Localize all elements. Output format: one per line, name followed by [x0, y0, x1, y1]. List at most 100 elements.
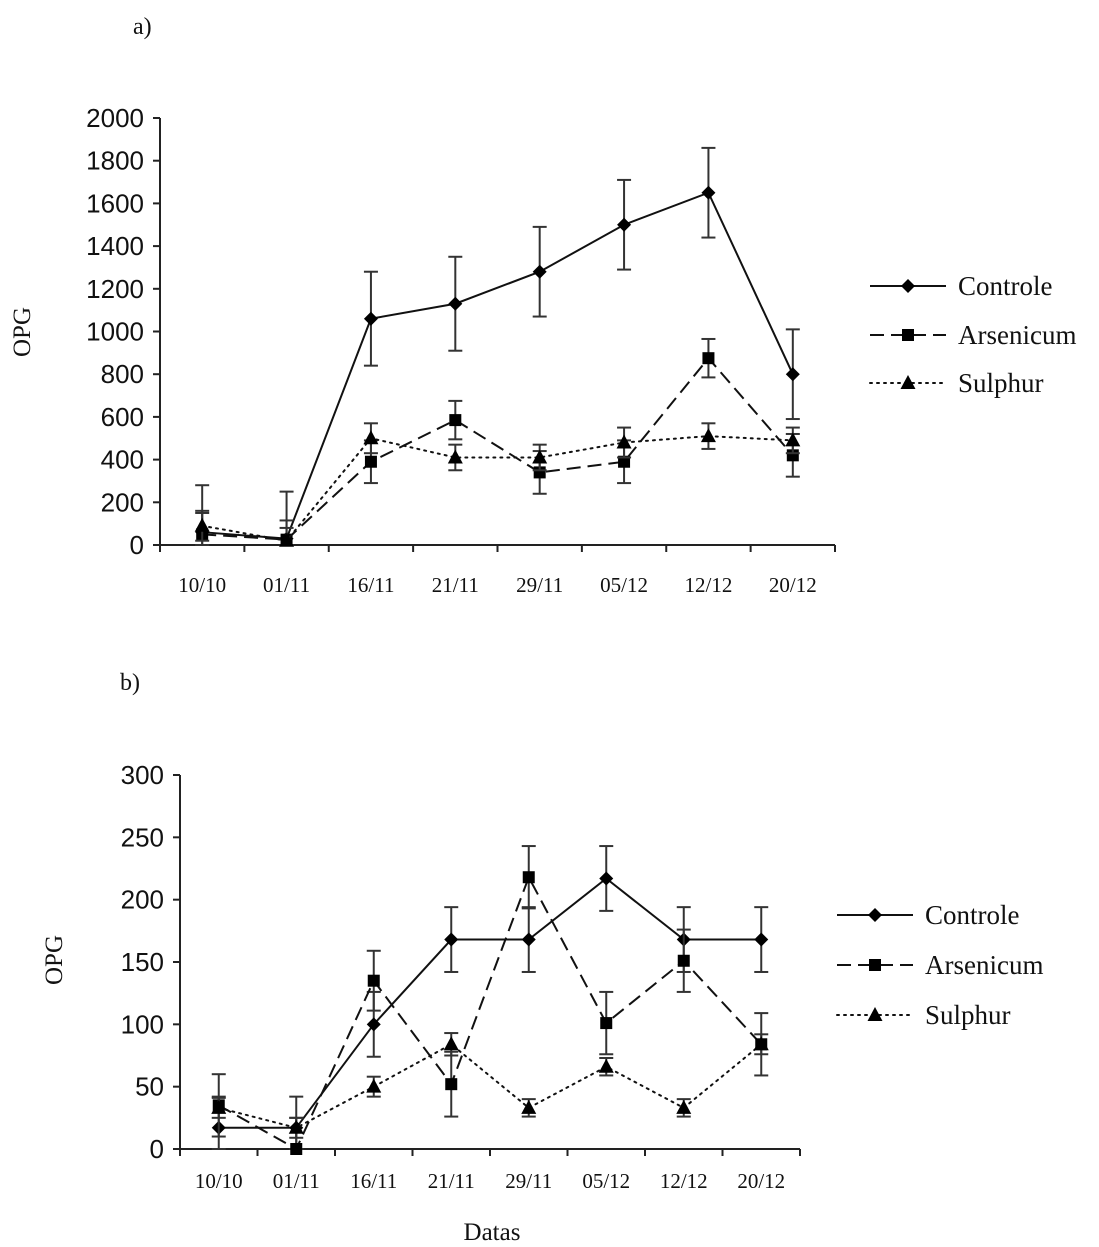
y-tick-label: 1800 [86, 146, 144, 176]
x-tick-label: 29/11 [505, 1169, 552, 1193]
series-line [218, 877, 762, 1129]
legend-marker [867, 1007, 883, 1021]
y-tick-label: 200 [121, 885, 164, 915]
y-tick-label: 1200 [86, 274, 144, 304]
x-tick-label: 20/12 [769, 573, 817, 597]
legend-entry-sulphur: Sulphur [869, 368, 1044, 398]
x-tick-label: 01/11 [273, 1169, 320, 1193]
series-line [202, 191, 794, 540]
data-point [677, 954, 690, 967]
legend-marker [868, 908, 882, 922]
data-point [445, 1078, 458, 1091]
data-point [785, 432, 801, 447]
chart-panel-b: b) OPG Datas 0 50 100 150 200 250 300 10/10 01/11 16… [41, 670, 1043, 1246]
data-point [754, 932, 769, 947]
y-tick-label: 1000 [86, 317, 144, 347]
legend-label: Arsenicum [958, 320, 1076, 350]
x-tick-label: 12/12 [685, 573, 733, 597]
data-point [617, 217, 632, 232]
legend-label: Arsenicum [925, 950, 1043, 980]
y-tick-label: 800 [101, 359, 144, 389]
data-point [443, 1036, 459, 1051]
y-tick-label: 250 [121, 822, 164, 852]
data-point [522, 871, 535, 884]
data-point [785, 367, 800, 382]
legend-entry-controle: Controle [870, 271, 1053, 301]
data-point [279, 532, 295, 547]
x-tick-label: 01/11 [263, 573, 310, 597]
data-point [363, 311, 378, 326]
data-point [700, 428, 716, 443]
data-point [447, 449, 463, 464]
legend-marker [902, 329, 914, 341]
y-axis-label: OPG [41, 935, 68, 985]
data-point [600, 1017, 613, 1030]
x-tick-label: 10/10 [178, 573, 226, 597]
data-point [366, 1078, 382, 1093]
x-axis-label: Datas [464, 1219, 521, 1246]
x-tick-label: 29/11 [516, 573, 563, 597]
y-tick-label: 1600 [86, 188, 144, 218]
data-point [701, 185, 716, 200]
y-tick-label: 2000 [86, 103, 144, 133]
y-tick-label: 600 [101, 402, 144, 432]
y-tick-label: 50 [135, 1072, 164, 1102]
legend-label: Controle [925, 900, 1020, 930]
data-point [367, 974, 380, 987]
y-tick-label: 1400 [86, 231, 144, 261]
y-tick-label: 200 [101, 487, 144, 517]
legend-entry-sulphur: Sulphur [836, 1000, 1011, 1030]
x-tick-label: 21/11 [432, 573, 479, 597]
panel-label: b) [120, 670, 140, 696]
y-tick-label: 400 [101, 445, 144, 475]
data-point [753, 1036, 769, 1051]
legend-entry-controle: Controle [837, 900, 1020, 930]
legend-marker [869, 959, 881, 971]
data-point [616, 434, 632, 449]
series-controle [195, 146, 800, 546]
data-point [521, 1099, 537, 1114]
series-line [201, 435, 794, 542]
data-point [444, 932, 459, 947]
series-sulphur [194, 422, 801, 547]
data-point [449, 414, 462, 427]
series-line [202, 356, 794, 541]
series-line [217, 1043, 763, 1129]
legend-marker [901, 279, 915, 293]
panel-label: a) [133, 14, 152, 40]
data-point [702, 352, 715, 365]
data-point [598, 1058, 614, 1073]
x-tick-label: 05/12 [600, 573, 648, 597]
data-point [532, 449, 548, 464]
data-point [211, 1099, 227, 1114]
x-tick-label: 12/12 [660, 1169, 708, 1193]
data-point [288, 1119, 304, 1134]
y-tick-label: 150 [121, 947, 164, 977]
legend-label: Controle [958, 271, 1053, 301]
data-point [521, 932, 536, 947]
data-point [676, 1099, 692, 1114]
series-sulphur [211, 1032, 769, 1139]
series-line [218, 874, 762, 1151]
legend-entry-arsenicum: Arsenicum [837, 950, 1043, 980]
x-tick-label: 10/10 [195, 1169, 243, 1193]
chart-panel-a: a) OPG 0 200 400 600 800 1000 1200 1400 1600 1800 20… [9, 14, 1076, 597]
data-point [194, 517, 210, 532]
data-point [618, 455, 631, 468]
legend-label: Sulphur [958, 368, 1044, 398]
legend-marker [900, 375, 916, 389]
x-tick-label: 20/12 [737, 1169, 785, 1193]
data-point [363, 430, 379, 445]
x-tick-label: 16/11 [347, 573, 394, 597]
legend-entry-arsenicum: Arsenicum [870, 320, 1076, 350]
y-tick-label: 300 [121, 760, 164, 790]
data-point [290, 1143, 303, 1155]
y-tick-label: 0 [130, 530, 144, 560]
data-point [448, 296, 463, 311]
y-tick-label: 0 [150, 1134, 164, 1164]
legend-label: Sulphur [925, 1000, 1011, 1030]
x-tick-label: 05/12 [582, 1169, 630, 1193]
data-point [599, 871, 614, 886]
x-tick-label: 16/11 [350, 1169, 397, 1193]
